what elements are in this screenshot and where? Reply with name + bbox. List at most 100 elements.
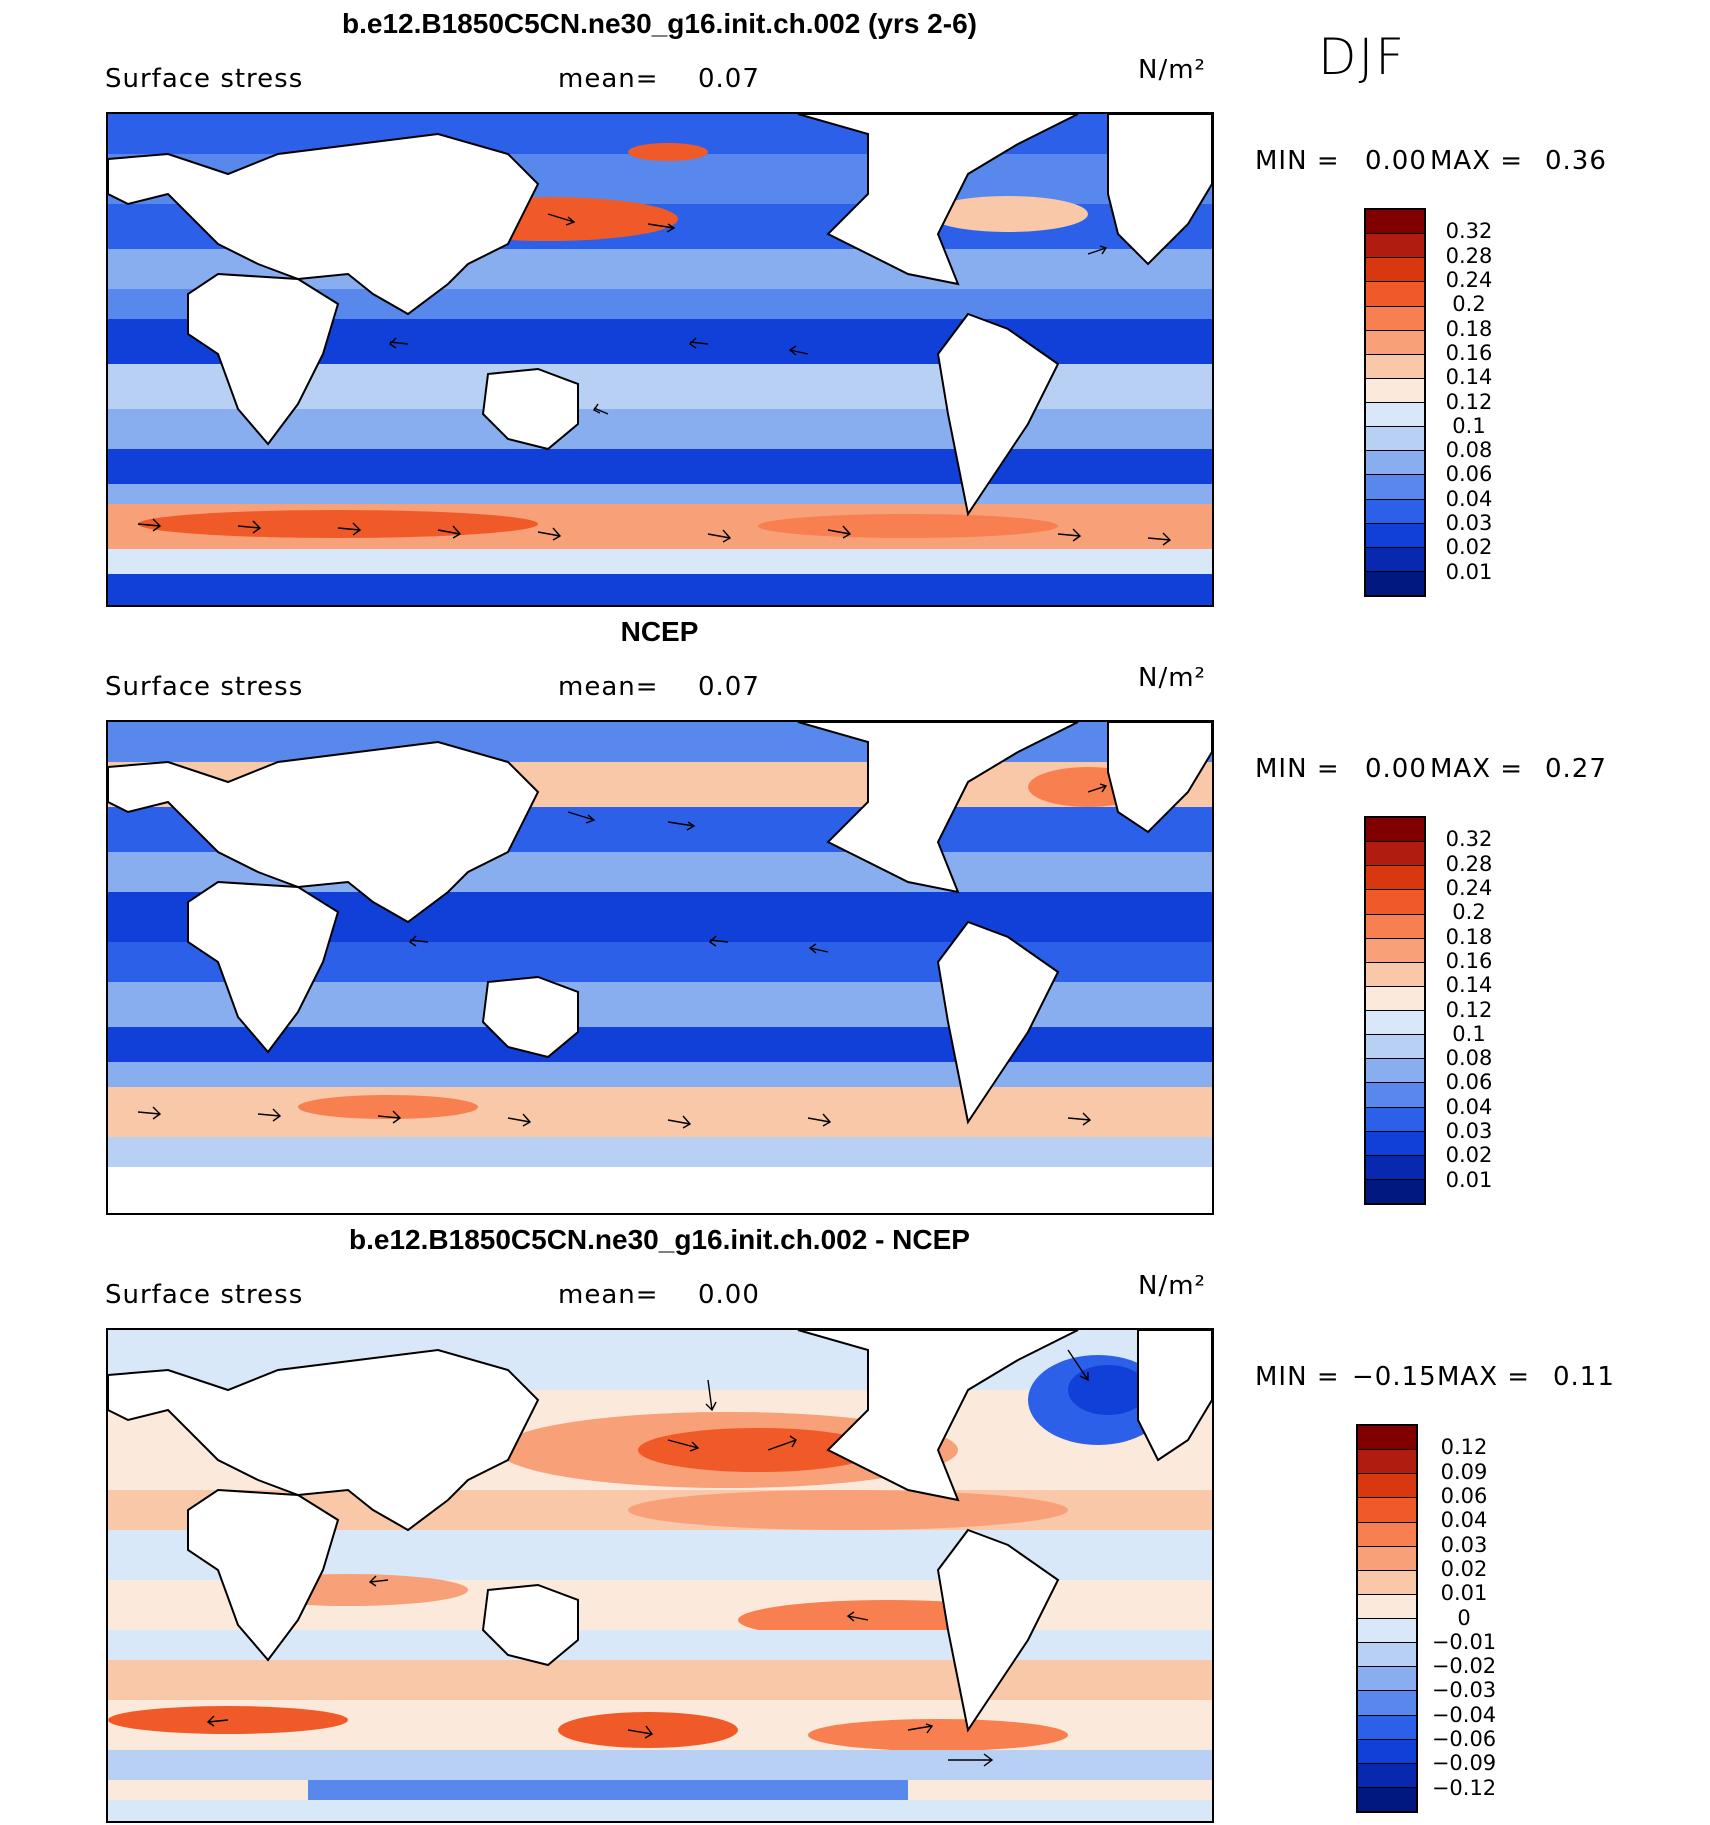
colorbar-label: 0 [1457, 1605, 1471, 1630]
colorbar-label: 0.12 [1445, 997, 1493, 1022]
colorbar-swatch [1366, 986, 1424, 1011]
colorbar-label: −0.06 [1431, 1727, 1497, 1752]
colorbar-swatch [1366, 962, 1424, 987]
colorbar-label: 0.32 [1445, 219, 1493, 244]
colorbar-swatch [1358, 1667, 1416, 1692]
colorbar-label: 0.03 [1440, 1532, 1488, 1557]
colorbar-label: 0.08 [1445, 1046, 1493, 1071]
panel-3-mean-label: mean= [558, 1280, 659, 1310]
colorbar-swatch [1358, 1570, 1416, 1595]
colorbar-label: 0.09 [1440, 1459, 1488, 1484]
colorbar-label: 0.06 [1445, 462, 1493, 487]
colorbar-label: 0.18 [1445, 924, 1493, 949]
panel-2-map-svg [108, 722, 1212, 1213]
colorbar-swatch [1366, 499, 1424, 524]
colorbar-swatch [1358, 1763, 1416, 1788]
colorbar-label: −0.09 [1431, 1751, 1497, 1776]
panel-2-title: NCEP [620, 616, 699, 647]
panel-2-colorbar-labels: 0.32 0.28 0.24 0.2 0.18 0.16 0.14 0.12 0.1 0.08 0.… [1424, 816, 1514, 1205]
panel-1-units: N/m² [1138, 55, 1206, 85]
colorbar-label: 0.04 [1445, 1094, 1493, 1119]
colorbar-swatch [1366, 571, 1424, 595]
panel-2-map [106, 720, 1214, 1215]
colorbar-swatch [1358, 1594, 1416, 1619]
colorbar-label: 0.28 [1445, 851, 1493, 876]
panel-3-map-svg [108, 1330, 1212, 1821]
colorbar-label: 0.2 [1452, 900, 1486, 925]
colorbar-label: 0.18 [1445, 316, 1493, 341]
colorbar-swatch [1366, 523, 1424, 548]
colorbar-swatch [1358, 1691, 1416, 1716]
panel-3-min-label: MIN = [1255, 1362, 1340, 1392]
panel-1-variable: Surface stress [105, 64, 304, 94]
colorbar-swatch [1366, 234, 1424, 259]
colorbar-swatch [1366, 354, 1424, 379]
colorbar-swatch [1366, 1083, 1424, 1108]
panel-1-colorbar-labels: 0.32 0.28 0.24 0.2 0.18 0.16 0.14 0.12 0.1 0.08 0.… [1424, 208, 1514, 597]
panel-1-map [106, 112, 1214, 607]
colorbar-swatch [1366, 306, 1424, 331]
colorbar-swatch [1358, 1474, 1416, 1499]
colorbar-swatch [1366, 403, 1424, 428]
colorbar-label: −0.12 [1431, 1775, 1497, 1800]
colorbar-swatch [1366, 866, 1424, 891]
panel-3-max-value: 0.11 [1553, 1362, 1615, 1392]
colorbar-swatch [1366, 427, 1424, 452]
colorbar-swatch [1366, 842, 1424, 867]
panel-2-mean-value: 0.07 [698, 672, 760, 702]
panel-2-variable: Surface stress [105, 672, 304, 702]
colorbar-swatch [1366, 1059, 1424, 1084]
panel-1-max-value: 0.36 [1545, 146, 1607, 176]
colorbar-label: 0.02 [1445, 535, 1493, 560]
panel-3-title: b.e12.B1850C5CN.ne30_g16.init.ch.002 - N… [349, 1224, 970, 1255]
colorbar-label: 0.08 [1445, 438, 1493, 463]
panel-3-variable: Surface stress [105, 1280, 304, 1310]
panel-3-colorbar-labels: 0.12 0.09 0.06 0.04 0.03 0.02 0.01 0 −0.01 −0.02−… [1419, 1424, 1509, 1813]
panel-3-min-value: −0.15 [1352, 1362, 1437, 1392]
colorbar-label: 0.04 [1440, 1508, 1488, 1533]
panel-3-map [106, 1328, 1214, 1823]
colorbar-swatch [1366, 330, 1424, 355]
colorbar-label: 0.16 [1445, 948, 1493, 973]
colorbar-swatch [1366, 1011, 1424, 1036]
colorbar-label: 0.1 [1452, 413, 1486, 438]
colorbar-swatch [1366, 451, 1424, 476]
colorbar-swatch [1358, 1643, 1416, 1668]
colorbar-label: −0.04 [1431, 1702, 1497, 1727]
colorbar-swatch [1366, 818, 1424, 843]
colorbar-swatch [1358, 1450, 1416, 1475]
panel-2-max-value: 0.27 [1545, 754, 1607, 784]
season-label: DJF [1318, 28, 1407, 86]
colorbar-swatch [1358, 1739, 1416, 1764]
colorbar-label: 0.03 [1445, 1119, 1493, 1144]
colorbar-swatch [1366, 890, 1424, 915]
colorbar-label: 0.06 [1445, 1070, 1493, 1095]
colorbar-label: 0.06 [1440, 1483, 1488, 1508]
colorbar-label: 0.12 [1440, 1435, 1488, 1460]
colorbar-swatch [1358, 1498, 1416, 1523]
colorbar-label: 0.24 [1445, 267, 1493, 292]
colorbar-label: −0.03 [1431, 1678, 1497, 1703]
colorbar-swatch [1366, 1035, 1424, 1060]
colorbar-label: 0.03 [1445, 511, 1493, 536]
colorbar-swatch [1366, 1107, 1424, 1132]
panel-3-max-label: MAX = [1437, 1362, 1531, 1392]
colorbar-swatch [1366, 1131, 1424, 1156]
panel-1-mean-label: mean= [558, 64, 659, 94]
colorbar-label: 0.1 [1452, 1021, 1486, 1046]
colorbar-swatch [1366, 282, 1424, 307]
colorbar-label: 0.16 [1445, 340, 1493, 365]
colorbar-label: 0.14 [1445, 973, 1493, 998]
colorbar-swatch [1366, 378, 1424, 403]
panel-1-min-value: 0.00 [1365, 146, 1427, 176]
panel-1-min-label: MIN = [1255, 146, 1340, 176]
colorbar-swatch [1358, 1426, 1416, 1451]
colorbar-swatch [1358, 1546, 1416, 1571]
colorbar-swatch [1366, 210, 1424, 235]
colorbar-swatch [1358, 1787, 1416, 1811]
colorbar-label: 0.32 [1445, 827, 1493, 852]
colorbar-label: 0.01 [1440, 1581, 1488, 1606]
panel-1-title: b.e12.B1850C5CN.ne30_g16.init.ch.002 (yr… [342, 8, 977, 39]
colorbar-swatch [1366, 914, 1424, 939]
colorbar-label: 0.28 [1445, 243, 1493, 268]
